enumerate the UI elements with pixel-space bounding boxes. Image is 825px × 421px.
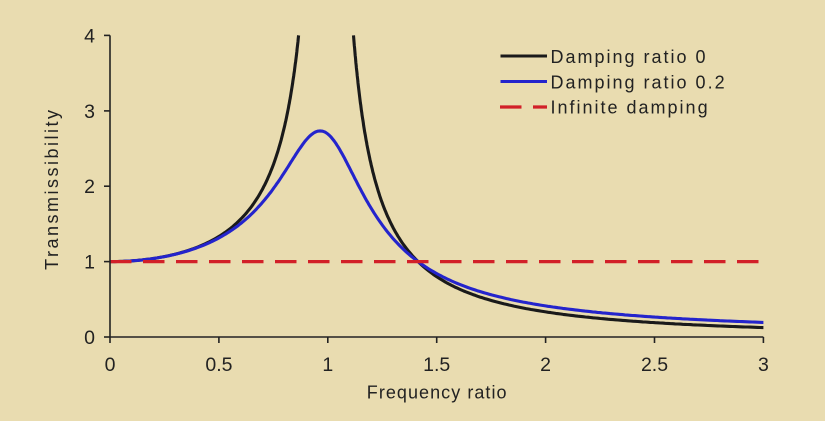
svg-text:3: 3: [758, 354, 769, 376]
svg-text:3: 3: [84, 101, 95, 123]
svg-text:Damping ratio 0: Damping ratio 0: [551, 47, 708, 67]
svg-text:Transmissibility: Transmissibility: [42, 108, 62, 270]
svg-text:2: 2: [540, 354, 551, 376]
svg-text:1: 1: [322, 354, 333, 376]
svg-text:4: 4: [84, 25, 95, 47]
svg-text:2: 2: [84, 176, 95, 198]
svg-text:Infinite damping: Infinite damping: [551, 98, 710, 118]
svg-text:2.5: 2.5: [641, 354, 668, 376]
svg-text:0.5: 0.5: [205, 354, 232, 376]
svg-text:1.5: 1.5: [423, 354, 450, 376]
svg-text:0: 0: [105, 354, 116, 376]
svg-text:Frequency ratio: Frequency ratio: [367, 383, 508, 403]
svg-text:1: 1: [84, 252, 95, 274]
svg-text:0: 0: [84, 327, 95, 349]
svg-text:Damping ratio 0.2: Damping ratio 0.2: [551, 72, 727, 92]
